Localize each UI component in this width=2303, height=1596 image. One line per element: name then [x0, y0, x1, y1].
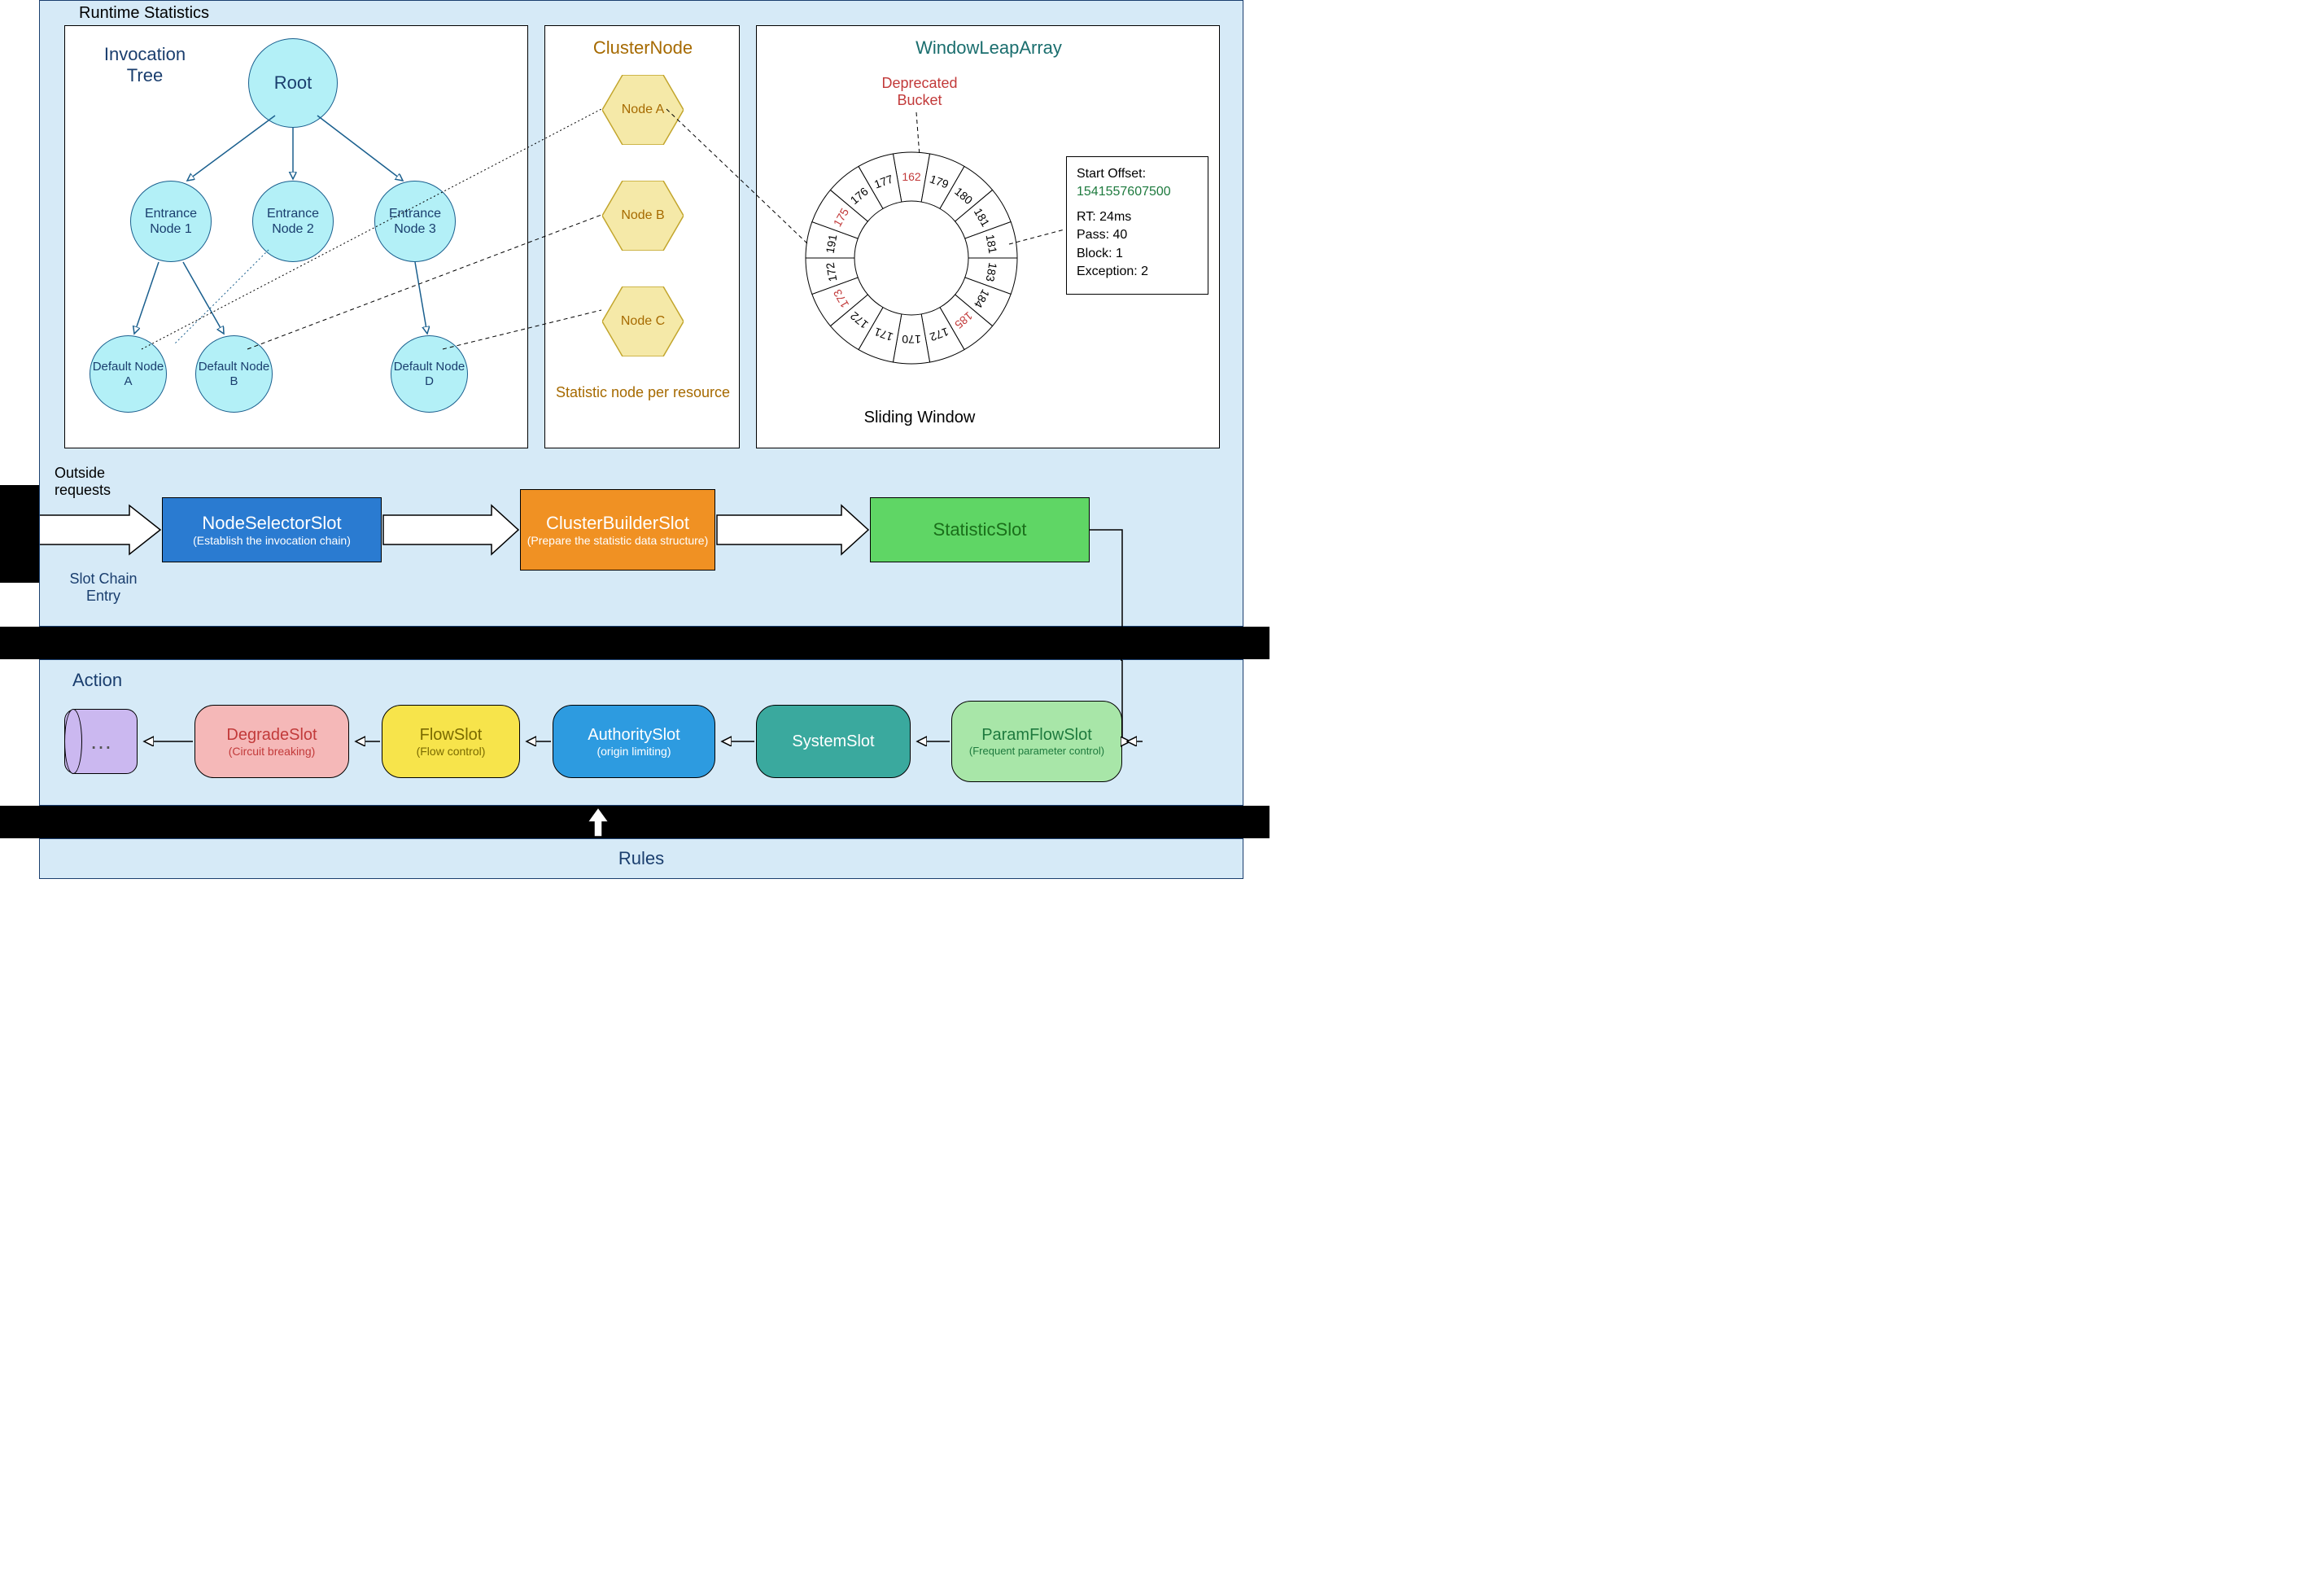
- node-selector-title: NodeSelectorSlot: [202, 513, 341, 534]
- tree-root: Root: [248, 38, 338, 128]
- runtime-stats-panel: Runtime Statistics Invocation Tree Root …: [39, 0, 1243, 627]
- hex-c-label: Node C: [602, 286, 684, 356]
- tree-e3: Entrance Node 3: [374, 181, 456, 262]
- more-slot: …: [64, 709, 138, 774]
- degrade-title: DegradeSlot: [226, 726, 317, 745]
- invocation-tree-box: Invocation Tree Root Entrance Node 1 Ent…: [64, 25, 528, 448]
- window-leap-box: WindowLeapArray Deprecated Bucket Slidin…: [756, 25, 1220, 448]
- action-title: Action: [72, 670, 122, 691]
- more-label: …: [90, 728, 112, 754]
- tree-db: Default Node B: [195, 335, 273, 413]
- ring-value: 170: [902, 333, 921, 346]
- hex-b-label: Node B: [602, 181, 684, 251]
- cluster-builder-sub: (Prepare the statistic data structure): [527, 534, 709, 547]
- start-offset-value: 1541557607500: [1077, 183, 1198, 201]
- ring-value: 162: [902, 170, 921, 183]
- node-selector-sub: (Establish the invocation chain): [193, 534, 351, 547]
- runtime-stats-title: Runtime Statistics: [79, 4, 209, 23]
- tree-da: Default Node A: [90, 335, 167, 413]
- hex-a-label: Node A: [602, 75, 684, 145]
- rules-title: Rules: [618, 848, 664, 869]
- statistic-slot: StatisticSlot: [870, 497, 1090, 562]
- cluster-builder-slot: ClusterBuilderSlot (Prepare the statisti…: [520, 489, 715, 571]
- flow-title: FlowSlot: [420, 726, 483, 745]
- rules-arrow-icon: [586, 807, 610, 837]
- start-offset-label: Start Offset:: [1077, 165, 1198, 183]
- tree-e1: Entrance Node 1: [130, 181, 212, 262]
- left-black-bar-top: [0, 485, 39, 583]
- invocation-tree-title: Invocation Tree: [96, 44, 194, 86]
- param-flow-sub: (Frequent parameter control): [969, 745, 1104, 757]
- param-flow-title: ParamFlowSlot: [981, 726, 1092, 745]
- degrade-slot: DegradeSlot (Circuit breaking): [194, 705, 349, 778]
- black-divider-2: [0, 806, 1269, 838]
- sliding-window-ring: 1621791801811811831841851721701711721731…: [802, 148, 1021, 368]
- action-panel: Action … DegradeSlot (Circuit breaking) …: [39, 659, 1243, 806]
- exception-value: Exception: 2: [1077, 263, 1198, 281]
- cluster-builder-title: ClusterBuilderSlot: [546, 513, 689, 534]
- cluster-node-box: ClusterNode Node A Node B Node C Statist…: [544, 25, 740, 448]
- rt-value: RT: 24ms: [1077, 208, 1198, 226]
- cluster-node-sub: Statistic node per resource: [545, 384, 741, 401]
- block-value: Block: 1: [1077, 245, 1198, 263]
- rules-panel: Rules: [39, 838, 1243, 879]
- slot-chain-entry-label: Slot Chain Entry: [55, 571, 152, 605]
- sliding-window-label: Sliding Window: [757, 409, 1082, 427]
- tree-e2: Entrance Node 2: [252, 181, 334, 262]
- node-selector-slot: NodeSelectorSlot (Establish the invocati…: [162, 497, 382, 562]
- deprecated-bucket-label: Deprecated Bucket: [863, 75, 977, 109]
- statistic-title: StatisticSlot: [933, 519, 1027, 540]
- param-flow-slot: ParamFlowSlot (Frequent parameter contro…: [951, 701, 1122, 782]
- system-slot: SystemSlot: [756, 705, 911, 778]
- flow-sub: (Flow control): [417, 745, 486, 758]
- authority-sub: (origin limiting): [597, 745, 671, 758]
- degrade-sub: (Circuit breaking): [229, 745, 316, 758]
- cluster-node-title: ClusterNode: [545, 37, 741, 59]
- system-title: SystemSlot: [792, 732, 874, 751]
- bucket-detail-box: Start Offset: 1541557607500 RT: 24ms Pas…: [1066, 156, 1208, 295]
- window-leap-title: WindowLeapArray: [757, 37, 1221, 59]
- flow-slot: FlowSlot (Flow control): [382, 705, 520, 778]
- tree-dd: Default Node D: [391, 335, 468, 413]
- authority-slot: AuthoritySlot (origin limiting): [553, 705, 715, 778]
- pass-value: Pass: 40: [1077, 226, 1198, 244]
- authority-title: AuthoritySlot: [588, 726, 680, 745]
- black-divider-1: [0, 627, 1269, 659]
- outside-requests-label: Outside requests: [55, 465, 152, 499]
- diagram-canvas: Runtime Statistics Invocation Tree Root …: [0, 0, 1269, 879]
